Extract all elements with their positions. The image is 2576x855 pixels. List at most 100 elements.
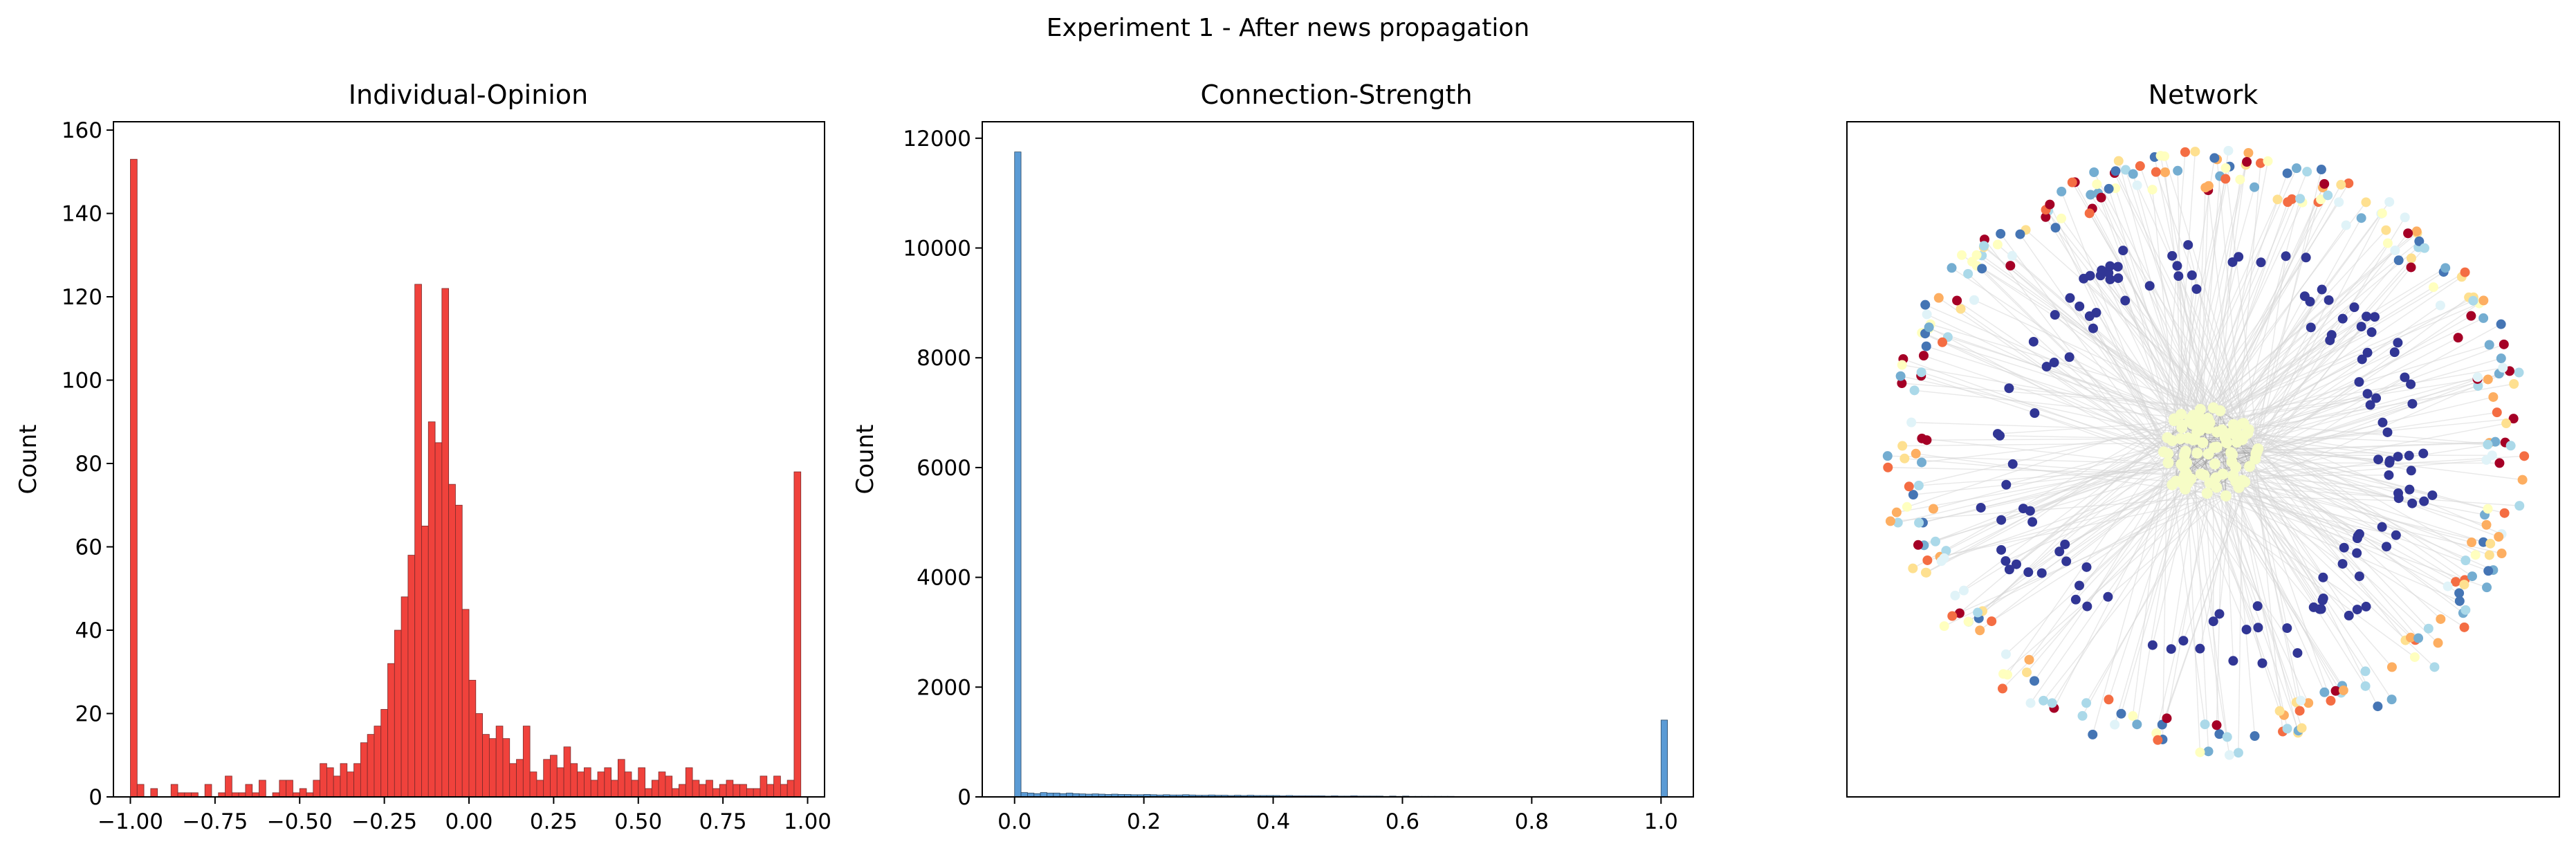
network-node (2190, 147, 2200, 157)
histogram-bar (394, 629, 402, 798)
y-tick-label: 8000 (917, 346, 971, 371)
network-node (2030, 676, 2040, 686)
network-node (2377, 417, 2388, 428)
histogram-bar (448, 484, 456, 798)
network-node (2074, 301, 2085, 311)
network-node (2041, 362, 2052, 372)
network-node (2096, 192, 2106, 203)
histogram-bar (475, 713, 483, 798)
plot-frame-network (1846, 121, 2560, 798)
network-node (1897, 441, 1908, 451)
network-node (2227, 449, 2238, 461)
network-node (2483, 439, 2493, 450)
network-node (2483, 566, 2494, 576)
histogram-bar (367, 734, 375, 798)
network-edge (2054, 362, 2164, 452)
network-edge (2196, 432, 2258, 607)
network-edge (2248, 383, 2514, 430)
network-node (2391, 530, 2401, 540)
network-edge (2184, 488, 2396, 536)
network-node (2231, 436, 2243, 448)
network-node (2406, 253, 2416, 264)
network-node (2386, 662, 2397, 672)
network-edge (2233, 423, 2507, 476)
histogram-bar (617, 759, 625, 798)
histogram-bar (773, 775, 781, 798)
network-node (2049, 358, 2059, 368)
network-node (2427, 490, 2438, 500)
network-node (1913, 480, 1924, 490)
histogram-bar (604, 767, 611, 798)
network-node (2191, 448, 2203, 459)
histogram-bar (320, 763, 327, 798)
network-edge (2244, 434, 2488, 445)
network-edge (2155, 172, 2250, 430)
network-edge (2244, 481, 2357, 554)
network-node (2144, 281, 2155, 291)
panel-title-connection-strength: Connection-Strength (1200, 80, 1472, 110)
network-node (2061, 556, 2072, 567)
histogram-bar (468, 679, 477, 798)
network-node (2041, 212, 2051, 222)
histogram-bar (434, 442, 443, 798)
network-node (1941, 546, 1951, 556)
network-node (2487, 450, 2497, 461)
network-node (2187, 270, 2197, 280)
network-node (2467, 537, 2477, 548)
network-edge (2242, 439, 2390, 463)
network-node (2185, 473, 2197, 485)
network-node (2306, 322, 2316, 333)
network-node (2483, 504, 2493, 514)
network-node (2413, 633, 2424, 643)
network-node (2386, 695, 2397, 705)
network-node (2317, 284, 2327, 295)
network-node (2481, 520, 2492, 530)
network-node (1969, 295, 1979, 305)
network-node (2341, 220, 2351, 230)
network-edge (2000, 233, 2164, 452)
network-node (2423, 623, 2434, 634)
network-edge (2236, 441, 2350, 616)
network-node (2315, 604, 2325, 614)
network-node (2214, 729, 2225, 739)
network-node (2001, 479, 2012, 490)
network-node (2478, 295, 2489, 306)
network-node (2356, 322, 2366, 332)
network-node (2224, 750, 2234, 760)
network-node (2453, 333, 2463, 343)
histogram-bar (401, 596, 409, 798)
network-node (2429, 662, 2440, 672)
network-node (2382, 427, 2393, 437)
network-node (2195, 747, 2205, 757)
network-node (2326, 696, 2336, 706)
histogram-bar (461, 609, 470, 798)
network-edge (2092, 328, 2169, 439)
network-node (2214, 609, 2225, 619)
network-node (1977, 264, 1987, 274)
network-edge (1960, 309, 2169, 454)
histogram-bar (726, 780, 734, 798)
network-edge (2108, 462, 2187, 700)
network-edge (1976, 265, 2184, 468)
histogram-bar (543, 759, 551, 798)
network-node (2253, 623, 2263, 633)
network-node (2077, 710, 2088, 721)
network-edge (1890, 495, 2226, 522)
network-node (2352, 605, 2362, 615)
network-edge (2184, 187, 2324, 490)
histogram-bar (651, 780, 659, 798)
y-tick-label: 0 (957, 785, 971, 810)
network-edge (2256, 300, 2330, 452)
network-node (2334, 197, 2344, 208)
network-node (2354, 377, 2364, 387)
figure-suptitle: Experiment 1 - After news propagation (1047, 14, 1529, 42)
network-node (2172, 261, 2182, 271)
network-node (2326, 330, 2337, 340)
histogram-bar (495, 726, 504, 798)
network-node (1921, 341, 1931, 351)
network-node (2292, 163, 2302, 174)
network-edge (2187, 482, 2460, 602)
network-node (1952, 295, 1962, 306)
y-tick-label: 4000 (917, 566, 971, 591)
